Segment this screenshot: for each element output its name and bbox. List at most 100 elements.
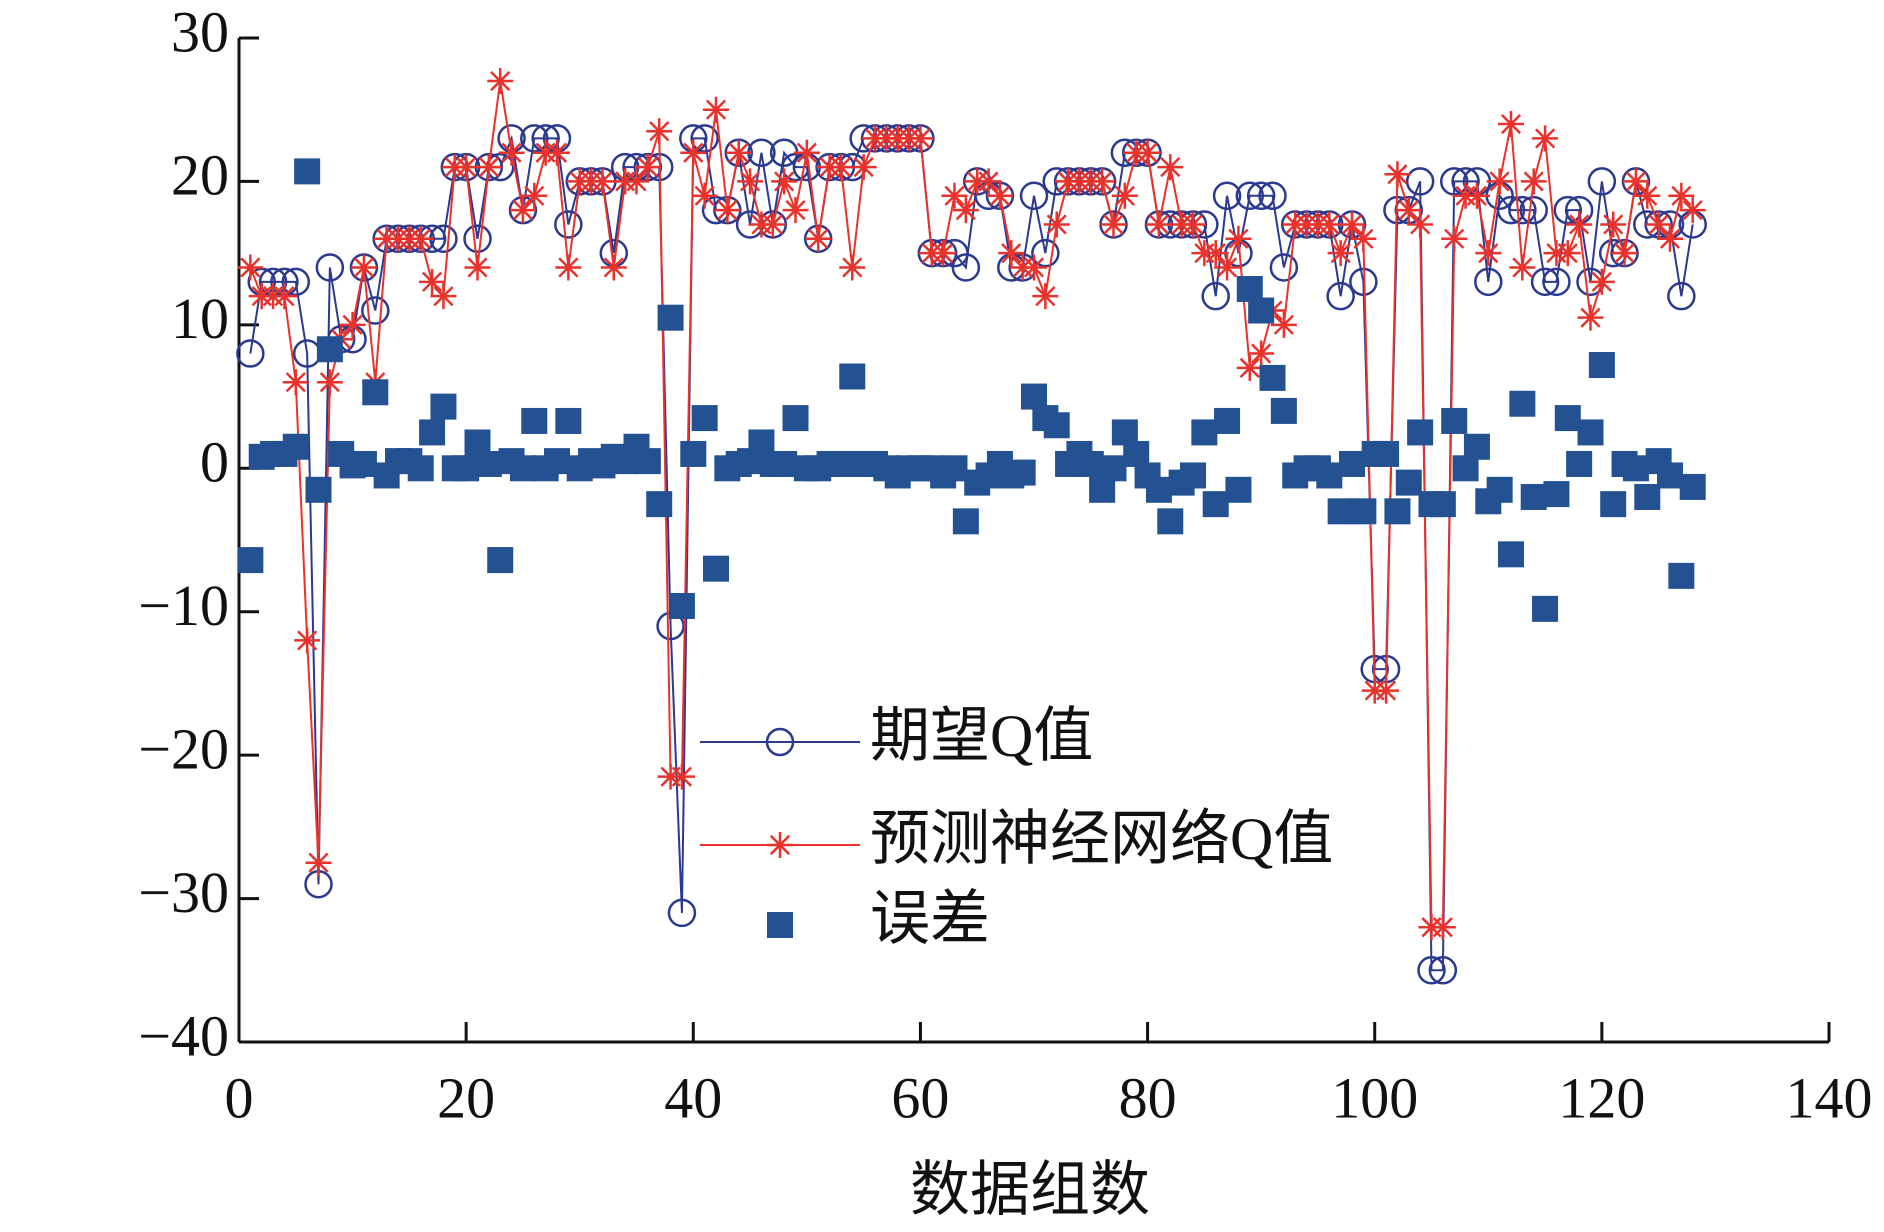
x-tick-label: 140	[1786, 1065, 1873, 1130]
square-marker	[771, 450, 798, 477]
star-marker	[419, 268, 446, 295]
star-marker	[1566, 211, 1593, 238]
star-marker	[1100, 211, 1127, 238]
square-marker	[1202, 491, 1229, 518]
square-marker	[1043, 412, 1070, 439]
square-marker	[1373, 440, 1400, 467]
square-marker	[691, 405, 718, 432]
star-marker	[1021, 254, 1047, 281]
circle-marker	[281, 267, 311, 297]
square-marker	[1679, 473, 1706, 500]
square-marker	[1657, 462, 1683, 489]
circle-marker	[1667, 281, 1696, 311]
y-tick-label: 10	[171, 286, 229, 351]
star-marker	[1157, 154, 1184, 181]
circle-marker	[1326, 281, 1355, 311]
circle-marker	[1269, 253, 1299, 282]
square-marker	[1270, 397, 1297, 424]
legend-marker	[767, 912, 793, 938]
star-marker	[1236, 354, 1263, 381]
circle-marker	[1553, 195, 1583, 225]
x-tick-label: 60	[891, 1065, 949, 1130]
star-marker	[1225, 225, 1252, 252]
star-marker	[1350, 225, 1377, 252]
square-marker	[1077, 450, 1104, 477]
y-tick-label: −40	[138, 1003, 229, 1068]
star-marker	[1622, 168, 1649, 195]
square-marker	[782, 405, 809, 432]
circle-marker	[1496, 195, 1526, 225]
square-marker	[453, 455, 480, 482]
star-marker	[737, 168, 764, 195]
square-marker	[237, 547, 264, 574]
star-marker	[1657, 225, 1683, 252]
star-marker	[487, 68, 514, 95]
circle-marker	[361, 296, 390, 325]
circle-marker	[1212, 181, 1242, 211]
y-tick-label: 30	[171, 0, 229, 64]
square-marker	[657, 304, 684, 331]
square-marker	[680, 440, 707, 467]
star-marker	[589, 168, 616, 195]
circle-marker	[1405, 167, 1435, 196]
square-marker	[1339, 450, 1365, 477]
star-marker	[600, 254, 627, 281]
star-marker	[646, 118, 673, 145]
star-marker	[850, 154, 877, 181]
star-marker	[782, 197, 809, 224]
star-marker	[1316, 211, 1343, 238]
star-marker	[714, 197, 741, 224]
square-marker	[407, 455, 434, 482]
star-marker	[407, 225, 434, 252]
star-marker	[305, 849, 332, 876]
square-marker	[1259, 364, 1286, 391]
y-tick-label: −20	[138, 716, 229, 781]
square-marker	[1543, 481, 1570, 508]
x-tick-label: 100	[1331, 1065, 1418, 1130]
circle-marker	[463, 224, 492, 254]
star-marker	[1486, 168, 1513, 195]
star-marker	[1384, 161, 1411, 188]
square-marker	[1532, 595, 1559, 622]
star-marker	[294, 627, 321, 654]
legend-label: 误差	[870, 886, 990, 952]
square-marker	[1145, 476, 1172, 503]
star-marker	[316, 369, 343, 396]
star-marker	[1463, 182, 1490, 209]
star-marker	[691, 182, 718, 209]
star-marker	[544, 139, 570, 166]
star-marker	[952, 197, 979, 224]
star-marker	[623, 168, 650, 195]
circle-marker	[554, 210, 583, 239]
x-tick-label: 0	[225, 1065, 254, 1130]
star-marker	[975, 168, 1002, 195]
star-marker	[1645, 211, 1672, 238]
circle-marker	[1587, 167, 1617, 196]
square-marker	[1566, 450, 1593, 477]
square-marker	[1668, 562, 1695, 589]
star-marker	[1407, 211, 1434, 238]
star-marker	[998, 240, 1025, 267]
square-marker	[487, 547, 514, 574]
square-marker	[1384, 498, 1411, 525]
star-marker	[1202, 240, 1229, 267]
legend-label: 期望Q值	[870, 703, 1093, 769]
circle-marker	[236, 339, 265, 368]
x-tick-label: 20	[437, 1065, 495, 1130]
star-marker	[1214, 254, 1241, 281]
square-marker	[1350, 498, 1377, 525]
y-tick-label: 20	[171, 143, 229, 208]
star-marker	[930, 240, 957, 267]
circle-marker	[1542, 267, 1571, 297]
star-marker	[634, 154, 661, 181]
star-marker	[271, 283, 298, 310]
star-marker	[827, 154, 854, 181]
circle-marker	[1201, 281, 1230, 311]
circle-marker	[951, 253, 981, 282]
square-marker	[839, 363, 866, 390]
square-marker	[1634, 483, 1661, 510]
square-marker	[1407, 419, 1434, 446]
y-tick-label: −30	[138, 860, 229, 925]
square-marker	[1486, 476, 1513, 503]
star-marker	[1668, 182, 1695, 209]
